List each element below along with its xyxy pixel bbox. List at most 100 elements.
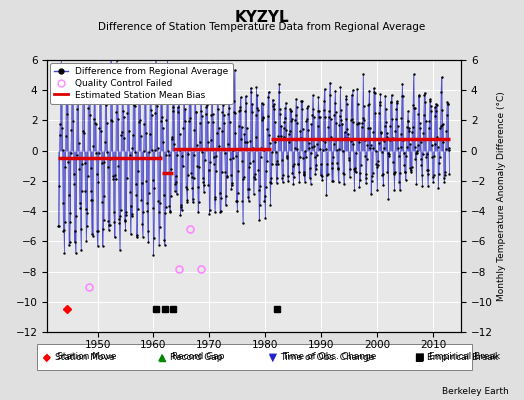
Point [317, 161, 325, 168]
Text: Record Gap: Record Gap [170, 354, 223, 362]
Point [247, 89, 256, 96]
Point [268, 161, 276, 167]
Point [396, 144, 405, 150]
Point [226, 118, 234, 125]
Point [172, 179, 180, 186]
Point [269, 96, 277, 103]
Point [233, 198, 241, 204]
Point [95, 150, 103, 156]
Point [342, 96, 350, 102]
Point [297, 135, 305, 141]
Point [215, 190, 224, 196]
Point [412, 150, 421, 156]
Point [204, 139, 212, 145]
Point [384, 196, 392, 202]
Point [236, 104, 244, 110]
Point [312, 152, 321, 158]
Point [234, 168, 243, 175]
Point [327, 134, 335, 140]
Point [85, 80, 93, 87]
Point [402, 144, 411, 150]
Point [122, 209, 130, 215]
Point [395, 153, 403, 159]
Point [132, 180, 140, 187]
Point [334, 166, 342, 172]
Point [180, 118, 189, 124]
Point [379, 145, 388, 152]
Point [181, 146, 190, 152]
Point [266, 201, 275, 208]
Point [165, 203, 173, 209]
Point [286, 106, 294, 112]
Point [377, 129, 385, 135]
Point [94, 179, 103, 185]
Point [353, 86, 362, 92]
Point [223, 174, 231, 180]
Point [299, 155, 307, 162]
Point [210, 161, 218, 167]
Point [397, 114, 406, 121]
Point [139, 148, 148, 154]
Point [417, 162, 425, 169]
Point [145, 149, 154, 156]
Point [166, 208, 174, 215]
Point [391, 128, 400, 135]
Point [378, 172, 387, 178]
Point [164, 148, 172, 154]
Point [228, 146, 237, 153]
Point [390, 187, 399, 193]
Point [373, 164, 381, 170]
Point [180, 76, 189, 82]
Point [249, 191, 258, 197]
Point [358, 120, 366, 126]
Point [128, 145, 137, 152]
Point [198, 148, 206, 155]
Point [344, 131, 352, 138]
Point [404, 118, 412, 124]
Point [310, 113, 318, 120]
Point [318, 176, 326, 183]
Text: Difference of Station Temperature Data from Regional Average: Difference of Station Temperature Data f… [99, 22, 425, 32]
Point [201, 146, 210, 152]
Point [118, 67, 127, 74]
Point [66, 210, 74, 216]
Point [144, 239, 152, 246]
Point [388, 134, 397, 141]
Point [431, 113, 440, 119]
Point [159, 192, 168, 198]
Point [313, 122, 322, 129]
Point [337, 116, 345, 123]
Point [211, 196, 220, 202]
Point [196, 99, 205, 105]
Point [144, 227, 152, 234]
Point [156, 200, 164, 206]
Point [364, 102, 373, 109]
Point [421, 90, 429, 96]
Point [379, 170, 387, 177]
Point [107, 82, 116, 89]
Point [121, 217, 129, 224]
Point [131, 149, 139, 155]
Point [68, 94, 76, 100]
Point [181, 106, 189, 112]
Point [174, 109, 182, 115]
Point [201, 111, 210, 118]
Point [117, 132, 125, 138]
Point [161, 204, 170, 210]
Point [69, 118, 78, 124]
Point [337, 136, 346, 142]
Point [431, 104, 439, 110]
Point [370, 85, 378, 91]
Point [374, 158, 383, 164]
Point [324, 114, 333, 120]
Point [288, 170, 297, 176]
Point [82, 238, 91, 244]
Point [62, 93, 71, 100]
Point [91, 78, 99, 84]
Point [363, 155, 371, 162]
Point [207, 112, 215, 118]
Point [142, 130, 150, 136]
Point [71, 228, 79, 234]
Point [241, 139, 249, 145]
Point [345, 155, 353, 161]
